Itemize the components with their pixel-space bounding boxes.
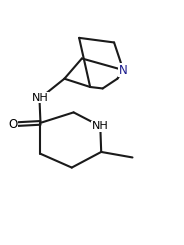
- Text: NH: NH: [32, 93, 49, 103]
- Text: NH: NH: [92, 121, 109, 131]
- Text: O: O: [8, 118, 17, 131]
- Text: N: N: [119, 63, 128, 76]
